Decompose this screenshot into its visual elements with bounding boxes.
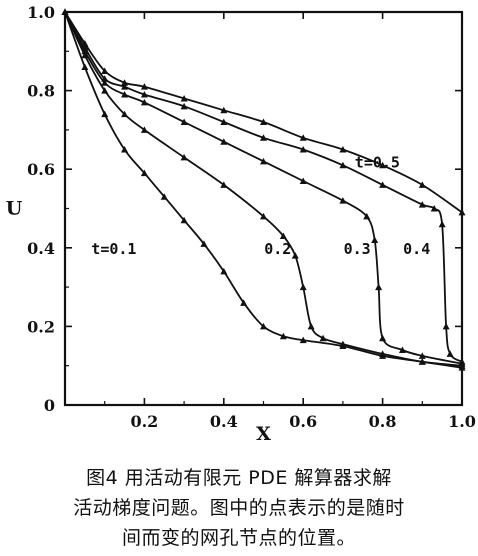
mesh-node-marker: [299, 283, 307, 291]
mesh-node-marker: [260, 322, 267, 330]
mesh-node-marker: [121, 146, 129, 153]
series-line-1: [64, 11, 463, 367]
mesh-node-marker: [299, 146, 307, 153]
mesh-node-marker: [339, 161, 347, 169]
mesh-node-marker: [299, 134, 307, 141]
x-tick-label: 0.8: [369, 412, 397, 431]
series-label-4: t=0.5: [355, 153, 400, 171]
mesh-node-marker: [363, 212, 371, 220]
y-tick-label: 0.6: [27, 160, 55, 179]
mesh-node-marker: [339, 197, 347, 204]
mesh-node-marker: [446, 350, 454, 357]
mesh-node-marker: [180, 94, 188, 102]
mesh-node-marker: [379, 350, 387, 357]
mesh-node-marker: [101, 67, 109, 74]
mesh-node-marker: [458, 208, 466, 216]
mesh-node-marker: [180, 102, 188, 110]
mesh-node-marker: [418, 201, 426, 208]
mesh-node-marker: [200, 240, 208, 247]
series-line-0: [64, 11, 463, 369]
mesh-node-marker: [101, 87, 109, 94]
chart: 0 0.2 0.2 0.4 0.4 0.6 0.6 0.8 0.8 1.0 1.0 X Ut=0.1 0.…: [6, 3, 476, 440]
mesh-node-marker: [371, 236, 379, 243]
mesh-node-marker: [319, 334, 327, 342]
mesh-node-marker: [160, 193, 168, 200]
mesh-node-marker: [299, 177, 307, 184]
mesh-node-marker: [220, 118, 228, 126]
y-tick-label: 0.8: [27, 82, 55, 101]
mesh-node-marker: [430, 205, 438, 212]
figure-caption-line-3: 间而变的网孔节点的位置。: [121, 527, 356, 549]
mesh-node-marker: [418, 181, 426, 188]
mesh-node-marker: [291, 252, 299, 259]
mesh-node-marker: [101, 79, 109, 86]
mesh-node-marker: [121, 79, 129, 86]
mesh-node-marker: [299, 336, 307, 344]
mesh-node-marker: [81, 43, 89, 51]
mesh-node-marker: [140, 169, 148, 177]
mesh-node-marker: [375, 283, 383, 291]
x-tick-label: 1.0: [448, 412, 476, 431]
mesh-node-marker: [220, 181, 228, 188]
mesh-node-marker: [220, 138, 228, 145]
mesh-node-marker: [180, 216, 188, 224]
mesh-node-marker: [418, 352, 426, 359]
series-label-1: 0.2: [264, 240, 291, 258]
mesh-node-marker: [398, 346, 406, 353]
series-label-3: 0.4: [403, 240, 430, 258]
mesh-node-marker: [140, 98, 148, 106]
mesh-node-marker: [121, 83, 129, 90]
figure-caption-line-2: 活动梯度问题。图中的点表示的是随时: [73, 497, 405, 519]
mesh-node-marker: [260, 157, 267, 165]
mesh-node-marker: [220, 106, 228, 114]
x-tick-label: 0.4: [210, 412, 238, 431]
mesh-node-marker: [240, 299, 248, 306]
x-tick-label: 0.6: [289, 412, 317, 431]
mesh-node-marker: [140, 91, 148, 98]
mesh-node-marker: [418, 358, 426, 365]
mesh-node-marker: [180, 118, 188, 126]
mesh-node-marker: [121, 91, 129, 98]
plot-frame: [63, 10, 464, 407]
mesh-node-marker: [339, 146, 347, 153]
mesh-node-marker: [81, 63, 89, 71]
mesh-node-marker: [140, 126, 148, 133]
y-tick-label: 0.2: [27, 317, 55, 336]
mesh-node-marker: [260, 212, 267, 220]
y-tick-label: 1.0: [27, 3, 55, 22]
y-axis-label: U: [6, 198, 23, 220]
mesh-node-marker: [279, 232, 287, 240]
mesh-node-marker: [442, 322, 450, 330]
mesh-node-marker: [458, 358, 466, 365]
mesh-node-marker: [180, 153, 188, 161]
mesh-node-marker: [279, 332, 287, 340]
mesh-node-marker: [438, 220, 446, 228]
mesh-node-marker: [81, 51, 89, 59]
mesh-node-marker: [101, 75, 109, 82]
y-tick-label: 0: [44, 396, 55, 415]
x-axis-label: X: [256, 423, 271, 440]
mesh-node-marker: [307, 322, 315, 330]
series-line-2: [64, 11, 463, 365]
mesh-node-marker: [140, 83, 148, 90]
x-tick-label: 0.2: [130, 412, 158, 431]
mesh-node-marker: [81, 39, 89, 47]
mesh-node-marker: [260, 134, 267, 141]
mesh-node-marker: [339, 340, 347, 348]
mesh-node-marker: [81, 47, 89, 55]
mesh-node-marker: [260, 118, 267, 126]
series-line-3: [64, 11, 463, 363]
mesh-node-marker: [379, 334, 387, 342]
mesh-node-marker: [379, 181, 387, 188]
series-label-2: 0.3: [344, 240, 371, 258]
mesh-node-marker: [121, 110, 129, 118]
series-label-0: t=0.1: [91, 240, 136, 258]
mesh-node-marker: [379, 161, 387, 169]
mesh-node-marker: [101, 110, 109, 118]
y-tick-label: 0.4: [27, 239, 55, 258]
figure-caption-line-1: 图4 用活动有限元 PDE 解算器求解: [86, 467, 392, 489]
mesh-node-marker: [220, 267, 228, 275]
